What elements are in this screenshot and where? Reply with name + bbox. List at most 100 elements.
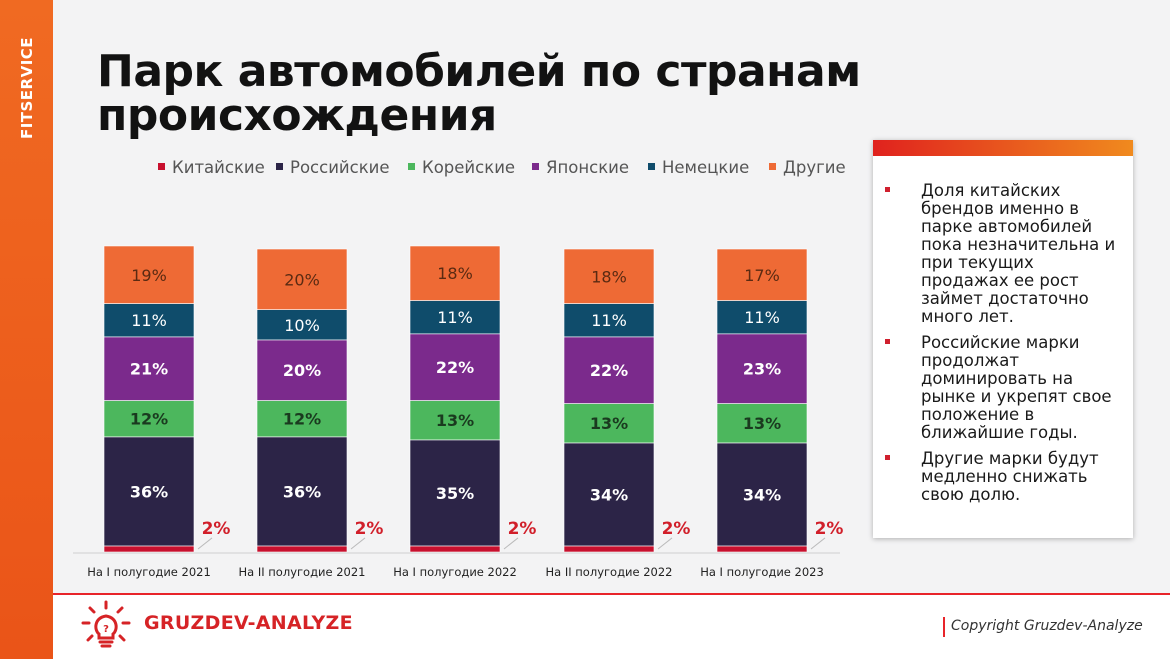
side-stripe <box>0 0 53 659</box>
bar-segment <box>103 400 195 438</box>
data-label: 19% <box>131 266 167 285</box>
data-label: 2% <box>662 519 691 539</box>
bar-segment <box>103 436 195 547</box>
bar-segment <box>716 248 808 301</box>
data-label: 2% <box>355 519 384 539</box>
bar-segment <box>409 439 501 547</box>
bar-segment <box>563 403 655 444</box>
legend-label: Российские <box>290 158 390 177</box>
footer <box>53 595 1170 659</box>
bar-segment <box>563 248 655 304</box>
data-label: 11% <box>744 308 780 327</box>
bar-segment <box>256 309 348 341</box>
data-label: 11% <box>437 308 473 327</box>
legend-label: Китайские <box>172 158 265 177</box>
x-tick-label: На II полугодие 2021 <box>239 565 366 579</box>
x-tick-label: На I полугодие 2022 <box>393 565 517 579</box>
data-label: 17% <box>744 266 780 285</box>
data-label: 20% <box>284 270 320 289</box>
data-label: 13% <box>436 411 474 430</box>
copyright-divider <box>943 617 945 637</box>
footer-divider <box>53 593 1170 595</box>
data-label: 18% <box>437 264 473 283</box>
data-label: 11% <box>591 311 627 330</box>
info-item: Российские марки продолжат доминировать … <box>885 334 1123 442</box>
bar-segment <box>256 436 348 547</box>
info-item-text: Российские марки продолжат доминировать … <box>921 333 1112 442</box>
info-item: Другие марки будут медленно снижать свою… <box>885 450 1123 504</box>
bar-segment <box>563 336 655 404</box>
leader-line <box>503 537 519 550</box>
x-tick-label: На I полугодие 2023 <box>700 565 824 579</box>
legend-swatch <box>158 163 165 170</box>
bar-segment <box>716 403 808 444</box>
data-label: 2% <box>508 519 537 539</box>
bar-segment <box>256 248 348 310</box>
data-label: 2% <box>815 519 844 539</box>
info-panel: Доля китайских брендов именно в парке ав… <box>873 140 1133 538</box>
leader-line <box>350 537 366 550</box>
bar-segment <box>716 333 808 404</box>
legend-swatch <box>769 163 776 170</box>
bar-segment <box>409 245 501 301</box>
data-label: 2% <box>202 519 231 539</box>
bar-segment <box>409 300 501 335</box>
legend-label: Японские <box>546 158 629 177</box>
legend-label: Немецкие <box>662 158 749 177</box>
copyright-text: Copyright Gruzdev-Analyze <box>951 618 1143 634</box>
bar-segment <box>103 336 195 401</box>
bar-segment <box>409 333 501 401</box>
bar-segment <box>563 303 655 338</box>
data-label: 13% <box>743 414 781 433</box>
bar-segment <box>409 400 501 441</box>
bar-segment <box>103 303 195 338</box>
legend-label: Корейские <box>422 158 515 177</box>
bar-segment <box>256 545 348 553</box>
legend-swatch <box>648 163 655 170</box>
data-label: 22% <box>590 361 628 380</box>
data-label: 22% <box>436 358 474 377</box>
bar-segment <box>563 442 655 547</box>
page-title: Парк автомобилей по странам происхождени… <box>97 50 861 138</box>
info-item-text: Доля китайских брендов именно в парке ав… <box>921 181 1116 326</box>
page-title-line1: Парк автомобилей по странам <box>97 46 861 97</box>
bar-segment <box>716 545 808 553</box>
bar-segment <box>716 442 808 547</box>
lightbulb-logo-icon: ? <box>81 600 131 648</box>
stacked-bar-chart: Китайские Российские Корейские Японские Неме… <box>73 158 846 579</box>
data-label: 10% <box>284 316 320 335</box>
data-label: 23% <box>743 360 781 379</box>
data-label: 13% <box>590 414 628 433</box>
data-label: 12% <box>283 410 321 429</box>
bullet-icon <box>885 455 890 460</box>
legend-swatch <box>408 163 415 170</box>
data-label: 12% <box>130 410 168 429</box>
logo-text: GRUZDEV-ANALYZE <box>144 612 353 634</box>
data-label: 21% <box>130 360 168 379</box>
info-item: Доля китайских брендов именно в парке ав… <box>885 182 1123 326</box>
bar-segment <box>103 245 195 304</box>
data-label: 20% <box>283 361 321 380</box>
bar-segment <box>256 339 348 401</box>
leader-line <box>810 537 826 550</box>
legend-swatch <box>532 163 539 170</box>
x-tick-label: На I полугодие 2021 <box>87 565 211 579</box>
bar-segment <box>716 300 808 335</box>
bar-segment <box>103 545 195 553</box>
info-item-text: Другие марки будут медленно снижать свою… <box>921 449 1099 504</box>
data-label: 18% <box>591 267 627 286</box>
bar-segment <box>563 545 655 553</box>
data-label: 34% <box>590 485 628 504</box>
legend-swatch <box>276 163 283 170</box>
data-label: 11% <box>131 311 167 330</box>
info-panel-header-bar <box>873 140 1133 156</box>
data-label: 35% <box>436 484 474 503</box>
info-list: Доля китайских брендов именно в парке ав… <box>873 156 1133 504</box>
bar-segment <box>409 545 501 553</box>
bullet-icon <box>885 339 890 344</box>
data-label: 36% <box>283 482 321 501</box>
x-tick-label: На II полугодие 2022 <box>546 565 673 579</box>
svg-text:?: ? <box>103 624 109 635</box>
bullet-icon <box>885 187 890 192</box>
legend-label: Другие <box>783 158 846 177</box>
